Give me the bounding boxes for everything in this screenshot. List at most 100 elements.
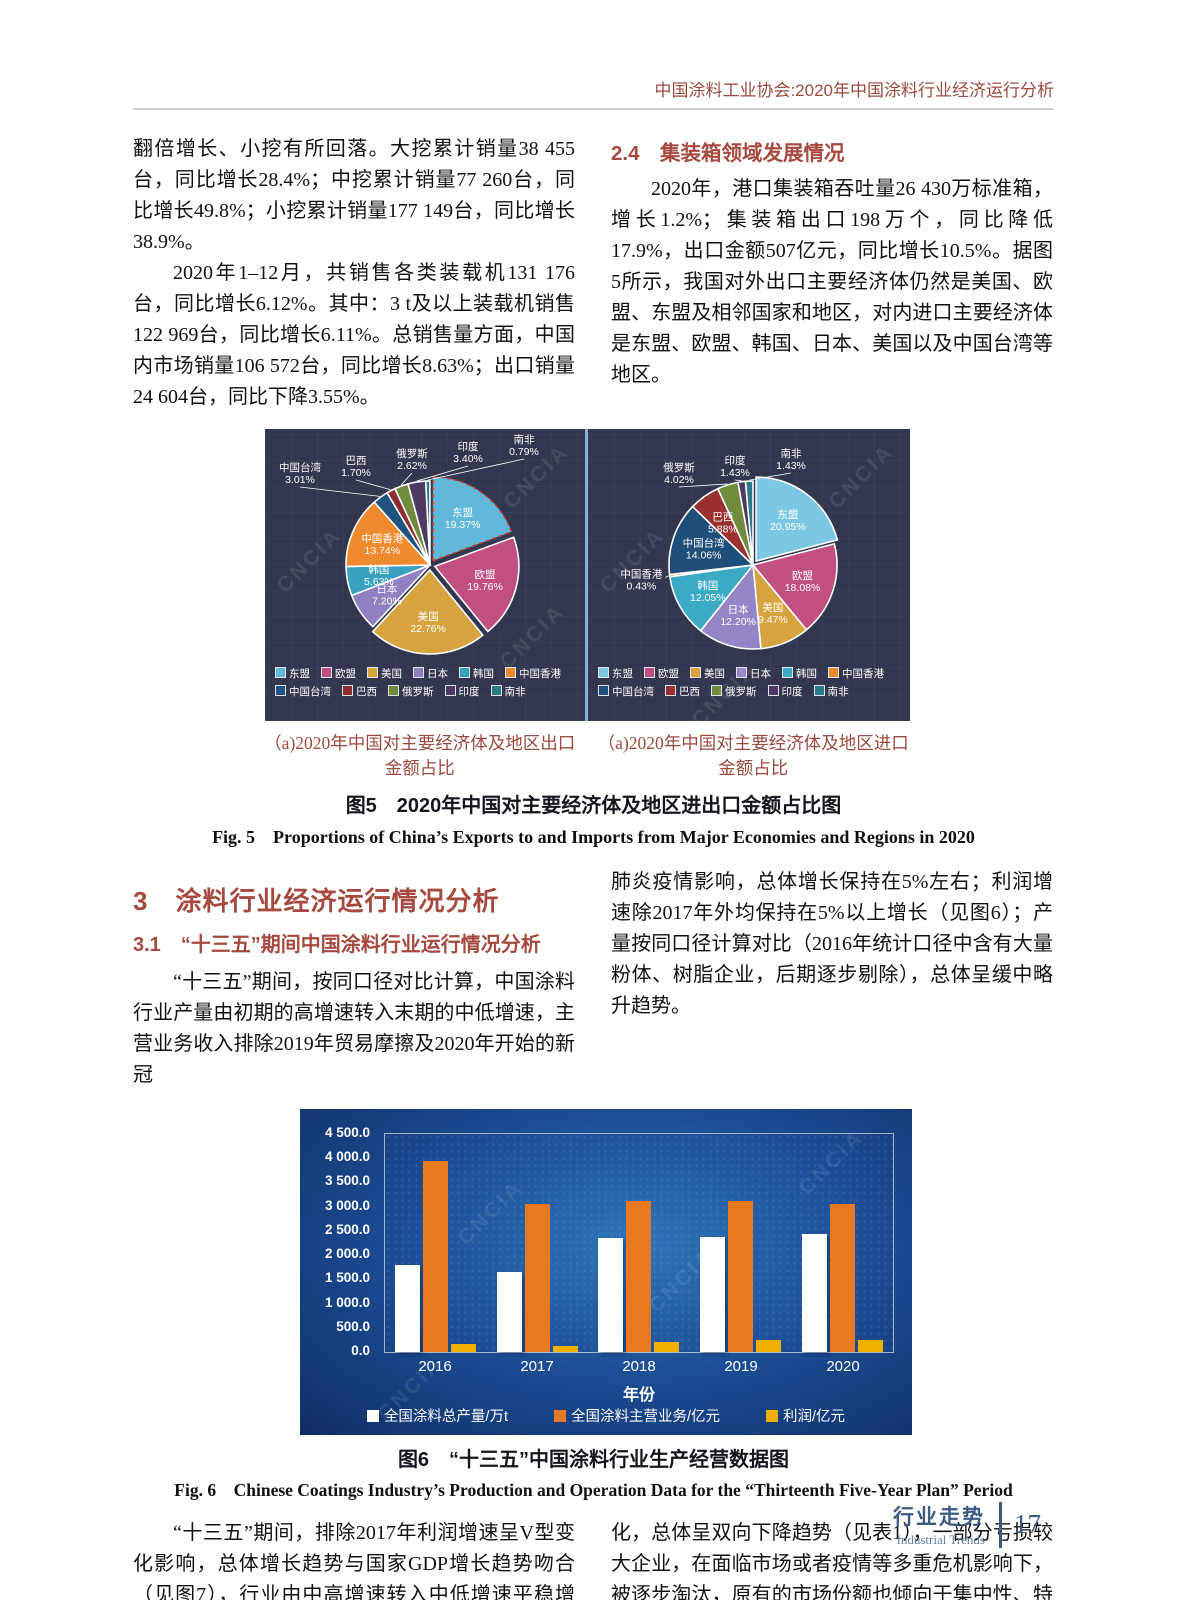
legend-swatch [413,667,424,678]
label-leader-line [678,483,728,488]
bar-group [791,1134,893,1352]
section3-columns: 3 涂料行业经济运行情况分析 3.1 “十三五”期间中国涂料行业运行情况分析 “… [133,867,1054,1091]
figure5-pie-charts: CNCIA CNCIA CNCIA 东盟 19.37% 欧盟 19.76% 美国 22.7… [265,429,910,721]
legend-label: 巴西 [356,686,377,698]
x-axis-title: 年份 [622,1387,655,1404]
legend-item: 利润/亿元 [766,1405,845,1426]
pie-slice-label: 欧盟 18.08% [785,570,821,594]
legend-label: 美国 [704,668,725,680]
bar [598,1238,624,1352]
legend-item: 中国台湾 [275,685,331,700]
pie-legend-imports: 东盟 欧盟 美国 日本 韩国 中国香港 中国台湾 巴西 俄罗斯 印度 南非 [588,665,910,700]
bar-group [690,1134,792,1352]
legend-swatch [459,667,470,678]
legend-item: 韩国 [459,667,494,682]
pie-slice-label: 中国香港 13.74% [361,532,403,557]
legend-swatch [366,1410,379,1422]
legend-swatch [711,685,722,696]
bar [496,1272,522,1352]
legend-item: 中国香港 [828,667,884,682]
section-2-4-heading: 2.4 集装箱领域发展情况 [611,142,845,165]
legend-label: 欧盟 [658,668,679,680]
legend-label: 日本 [750,668,771,680]
legend-swatch [813,685,825,696]
right-column: 2.4 集装箱领域发展情况 2020年，港口集装箱吞吐量26 430万标准箱，增… [611,134,1053,413]
legend-item: 全国涂料总产量/万t [366,1405,508,1426]
legend-label: 日本 [427,668,448,680]
pie-slice [668,563,755,632]
left-column: 翻倍增长、小挖有所回落。大挖累计销量38 455台，同比增长28.4%；中挖累计… [133,134,575,413]
legend-item: 印度 [767,685,803,700]
legend-label: 中国香港 [519,668,561,680]
legend-label: 中国台湾 [612,686,654,698]
x-axis-label: 2017 [520,1358,554,1375]
bar [654,1341,680,1352]
bar [829,1204,855,1352]
pie-legend-exports: 东盟 欧盟 美国 日本 韩国 中国香港 中国台湾 巴西 俄罗斯 印度 南非 [265,665,585,700]
y-axis-tick-label: 3 500.0 [324,1173,370,1189]
pie-slice-label: 美国 22.76% [410,610,446,635]
legend-item: 日本 [736,667,771,682]
pie-slice-label: 美国 9.47% [758,601,788,626]
legend-swatch [766,1410,779,1422]
page-number: 17 [1014,1509,1041,1539]
footer-divider [999,1501,1002,1548]
page-header: 中国涂料工业协会:2020年中国涂料行业经济运行分析 [133,0,1054,110]
figure6-caption-cn: 图6 “十三五”中国涂料行业生产经营数据图 [397,1449,790,1471]
pie-slice-label: 印度 1.43% [720,454,750,479]
legend-label: 欧盟 [335,668,356,680]
y-axis-tick-label: 2 500.0 [324,1221,370,1237]
figure5-subcaptions: （a)2020年中国对主要经济体及地区出口金额占比 （a)2020年中国对主要经… [259,731,914,781]
label-leader-line [749,472,792,481]
section-3-heading: 3 涂料行业经济运行情况分析 [133,886,500,916]
legend-label: 俄罗斯 [402,686,434,698]
pie-slice [751,542,838,631]
page-footer: 行业走势 Industrial Trends 17 [893,1501,1041,1548]
label-leader-line [299,486,380,497]
section-3-1-heading: 3.1 “十三五”期间中国涂料行业运行情况分析 [133,934,541,956]
pie-slice [699,562,762,650]
top-text-columns: 翻倍增长、小挖有所回落。大挖累计销量38 455台，同比增长28.4%；中挖累计… [133,134,1054,413]
y-axis-tick-label: 2 000.0 [324,1246,370,1262]
y-axis-tick-label: 0.0 [351,1343,370,1358]
bar [524,1204,550,1352]
pie-slice [744,480,754,566]
legend-label: 全国涂料总产量/万t [383,1409,508,1425]
legend-item: 美国 [690,667,725,682]
pie-slice [371,568,484,655]
pie-slice-label: 东盟 20.95% [770,508,806,533]
legend-label: 美国 [381,668,402,680]
legend-label: 南非 [504,686,526,698]
footer-label-zh: 行业走势 [893,1506,985,1529]
y-axis: 4 500.0 4 000.0 3 500.0 3 000.0 2 500.0 2 000… [300,1109,378,1435]
legend-swatch [782,667,793,678]
pie-slice-label: 俄罗斯 2.62% [396,447,428,472]
legend-swatch [367,667,378,678]
label-leader-line [416,465,469,482]
body-paragraph: “十三五”期间，排除2017年利润增速呈V型变化影响，总体增长趋势与国家GDP增… [133,1522,575,1600]
legend-item: 中国台湾 [598,685,654,700]
bar [451,1343,477,1352]
legend-swatch [388,685,399,696]
y-axis-tick-label: 500.0 [336,1318,370,1334]
legend-item: 日本 [413,667,448,682]
legend-label: 俄罗斯 [725,686,757,698]
pie-slice-label: 南非 1.43% [776,447,806,472]
legend-swatch [828,667,839,678]
pie-slice [345,501,432,568]
x-axis: 2016 2017 2018 2019 2020 [384,1358,894,1375]
figure6-caption-en: Fig. 6 Chinese Coatings Industry’s Produ… [174,1480,1013,1500]
bar [857,1339,883,1352]
legend-label: 韩国 [796,668,817,680]
bar [552,1345,578,1352]
legend-swatch [275,685,286,696]
legend-label: 东盟 [289,668,310,680]
bar-group [588,1134,690,1352]
legend-swatch [321,667,332,678]
pie-slice-label: 南非 0.79% [509,433,539,458]
pie-slice-label: 日本 12.20% [720,603,756,628]
bar-chart-legend: 全国涂料总产量/万t 全国涂料主营业务/亿元 利润/亿元 [310,1405,902,1426]
pie-slice-label: 韩国 5.63% [364,563,394,588]
x-axis-label: 2019 [724,1358,758,1375]
